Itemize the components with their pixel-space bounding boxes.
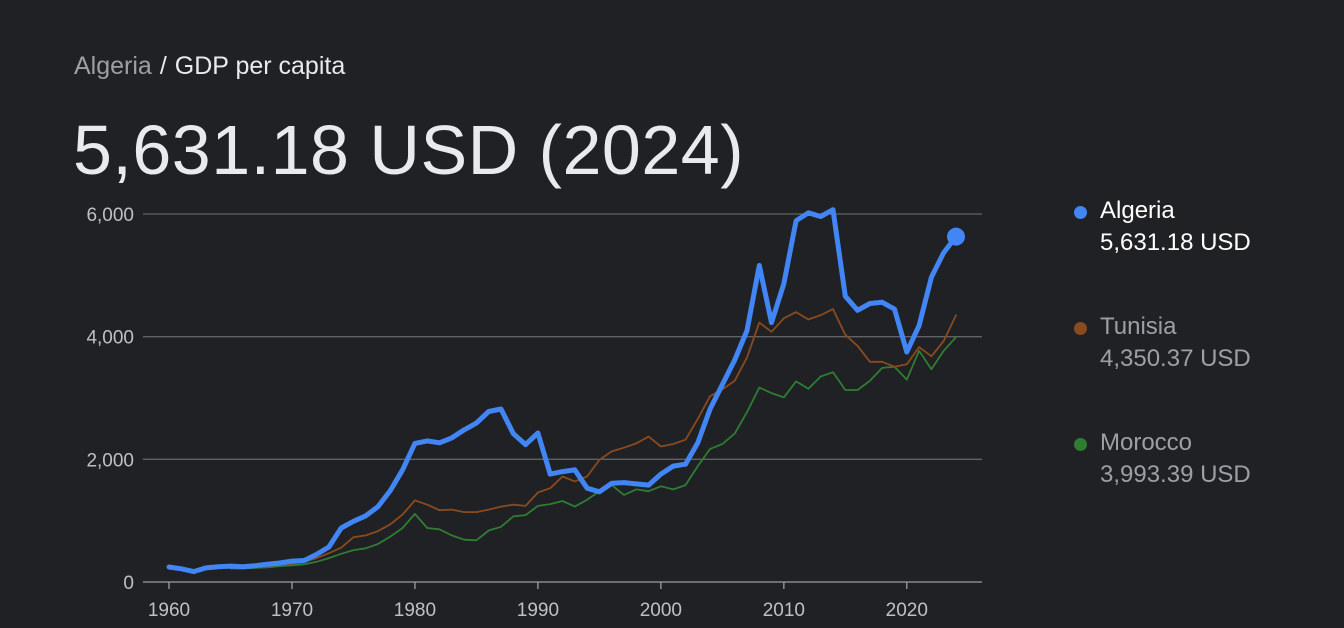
- x-tick-label: 1990: [517, 600, 559, 621]
- legend-item-algeria[interactable]: Algeria 5,631.18 USD: [1072, 196, 1332, 312]
- legend-dot-morocco: [1074, 438, 1087, 451]
- legend-value-algeria: 5,631.18 USD: [1100, 229, 1251, 256]
- axes: 0 2,000 4,000 6,000 1960 1970 1980 1990 2000 2010…: [86, 205, 928, 621]
- legend-dot-tunisia: [1074, 322, 1087, 335]
- y-tick-label: 6,000: [86, 205, 134, 226]
- x-tick-label: 1970: [271, 600, 313, 621]
- x-tick-label: 2010: [763, 600, 805, 621]
- legend-value-morocco: 3,993.39 USD: [1100, 461, 1251, 488]
- y-tick-label: 0: [123, 573, 134, 594]
- y-tick-label: 2,000: [86, 450, 134, 471]
- breadcrumb-separator: /: [159, 52, 167, 80]
- series-line-morocco: [229, 336, 957, 570]
- legend-dot-algeria: [1074, 206, 1087, 219]
- headline-value: 5,631.18 USD (2024): [73, 111, 745, 189]
- x-tick-label: 2000: [640, 600, 682, 621]
- breadcrumb: Algeria / GDP per capita: [74, 50, 345, 82]
- legend: Algeria 5,631.18 USD Tunisia 4,350.37 US…: [1072, 196, 1332, 544]
- breadcrumb-country-link[interactable]: Algeria: [74, 52, 152, 80]
- legend-item-morocco[interactable]: Morocco 3,993.39 USD: [1072, 428, 1332, 544]
- x-tick-label: 1960: [148, 600, 190, 621]
- x-tick-label: 1980: [394, 600, 436, 621]
- legend-value-tunisia: 4,350.37 USD: [1100, 345, 1251, 372]
- series-line-algeria: [166, 207, 959, 575]
- series-lines: [166, 207, 965, 575]
- legend-name-tunisia: Tunisia: [1100, 313, 1177, 340]
- legend-name-algeria: Algeria: [1100, 197, 1175, 224]
- legend-item-tunisia[interactable]: Tunisia 4,350.37 USD: [1072, 312, 1332, 428]
- series-line-tunisia: [229, 308, 957, 569]
- x-tick-label: 2020: [886, 600, 928, 621]
- latest-point-algeria: [947, 227, 965, 246]
- y-tick-label: 4,000: [86, 328, 134, 349]
- grid-lines: [143, 213, 982, 583]
- breadcrumb-current: GDP per capita: [174, 52, 346, 80]
- legend-name-morocco: Morocco: [1100, 429, 1193, 456]
